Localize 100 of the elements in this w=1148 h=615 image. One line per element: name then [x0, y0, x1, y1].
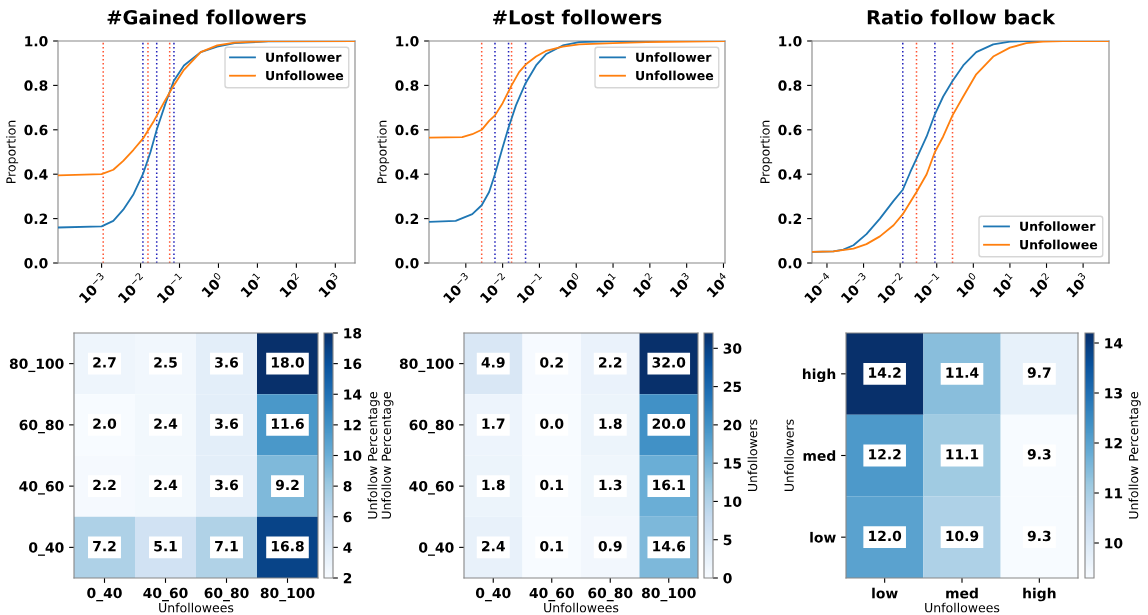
data-label: 7.1 [215, 541, 238, 552]
y-tick-label: 60_80 [19, 419, 64, 434]
y-axis-title: Proportion [6, 120, 19, 184]
x-tick-label: 60_80 [588, 587, 633, 602]
x-tick-label: high [1023, 587, 1056, 602]
data-label: 11.4 [946, 367, 979, 378]
y-tick-label: 0.2 [778, 213, 802, 225]
data-label: 9.7 [1027, 367, 1051, 378]
color-bar-label: 16 [344, 358, 362, 370]
color-bar-label: 25 [723, 381, 742, 393]
y-tick-label: 0_40 [419, 542, 454, 556]
data-label: 2.5 [154, 357, 177, 368]
y-tick-label: 80_100 [9, 358, 64, 373]
data-label: 0.9 [598, 540, 622, 552]
data-label: 0.1 [540, 540, 564, 552]
color-bar-label: 10 [724, 496, 742, 507]
legend-label: Unfollower [636, 52, 712, 62]
y-tick-label: 0.0 [395, 257, 419, 269]
y-tick-label: 1.0 [779, 35, 802, 47]
x-tick-label: 10$^{−2}$ [875, 272, 907, 304]
y-tick-label: 0_40 [29, 542, 64, 556]
data-label: 4.9 [481, 357, 505, 368]
x-tick-label: 10$^{−3}$ [76, 272, 109, 304]
data-label: 1.8 [599, 418, 622, 429]
x-tick-label: 10$^{−2}$ [115, 272, 148, 304]
y-tick-label: 0.8 [395, 80, 419, 91]
data-label: 5.1 [154, 541, 177, 552]
data-label: 12.0 [869, 530, 902, 542]
data-label: 7.2 [93, 540, 116, 552]
data-label: 2.2 [93, 479, 116, 490]
x-axis-title: Unfollowees [925, 602, 1000, 613]
color-bar-label: 5 [723, 534, 732, 546]
data-label: 0.1 [540, 479, 564, 491]
x-tick-label: 10$^{−1}$ [514, 272, 546, 304]
y-tick-label: 0.6 [778, 124, 802, 136]
legend-label: Unfollowee [636, 70, 714, 81]
legend-label: Unfollowee [1020, 239, 1098, 250]
color-bar-label: 14 [344, 389, 362, 400]
x-tick-label: 60_80 [204, 587, 249, 602]
x-tick-label: 10$^{2}$ [631, 272, 657, 298]
color-bar-title: Unfollow Percentage [1128, 392, 1141, 519]
color-bar-label: 4 [343, 542, 352, 553]
color-bar-label: 18 [344, 327, 362, 339]
data-label: 2.7 [93, 357, 116, 368]
data-label: 20.0 [652, 418, 686, 429]
x-tick-label: 10$^{1}$ [991, 272, 1017, 298]
x-tick-label: 10$^{3}$ [667, 272, 694, 298]
color-bar-label: 20 [723, 419, 742, 431]
data-label: 11.6 [271, 418, 304, 429]
x-tick-label: 10$^{−1}$ [154, 272, 187, 304]
y-tick-label: 0.0 [778, 257, 802, 269]
data-label: 18.0 [271, 357, 304, 368]
x-tick-label: 80_100 [641, 587, 696, 602]
x-tick-label: 10$^{2}$ [1027, 272, 1054, 298]
x-tick-label: 10$^{−3}$ [838, 272, 871, 304]
color-bar-label: 15 [724, 458, 742, 469]
data-label: 16.1 [653, 479, 685, 491]
y-axis-title: Proportion [377, 120, 390, 184]
y-tick-label: 0.8 [778, 80, 802, 91]
chart-title: Ratio follow back [867, 9, 1056, 25]
data-label: 16.8 [271, 540, 304, 552]
data-label: 3.6 [215, 418, 239, 429]
x-tick-label: 10$^{2}$ [277, 272, 303, 298]
color-bar-label: 2 [343, 572, 352, 584]
data-label: 12.2 [869, 449, 901, 460]
data-label: 32.0 [652, 357, 686, 368]
x-tick-label: 10$^{4}$ [704, 272, 731, 298]
legend-label: Unfollower [1020, 221, 1096, 231]
color-bar-label: 14 [1105, 338, 1123, 349]
chart-title: #Lost followers [493, 9, 662, 25]
y-axis-title: Unfollowers [784, 419, 794, 492]
y-tick-label: 40_60 [19, 480, 64, 495]
data-label: 2.4 [482, 540, 505, 552]
data-label: 9.3 [1027, 530, 1051, 542]
x-tick-label: 10$^{−4}$ [802, 272, 834, 304]
color-bar-label: 30 [723, 343, 742, 354]
data-label: 0.2 [540, 357, 563, 368]
y-axis-title: Unfollow Percentage [381, 392, 394, 519]
data-label: 10.9 [946, 530, 979, 542]
x-tick-label: 40_60 [143, 587, 188, 602]
y-tick-label: 0.0 [24, 257, 48, 269]
y-tick-label: 0.2 [24, 213, 48, 225]
color-bar-label: 12 [1105, 437, 1122, 449]
y-tick-label: 0.4 [778, 169, 802, 180]
x-tick-label: 10$^{1}$ [594, 272, 620, 298]
x-tick-label: 0_40 [87, 587, 122, 602]
x-tick-label: 10$^{3}$ [1064, 272, 1090, 298]
x-tick-label: 10$^{0}$ [557, 272, 583, 298]
y-tick-label: low [810, 531, 836, 543]
x-tick-label: 0_40 [475, 587, 511, 602]
y-tick-label: 0.2 [395, 213, 419, 225]
data-label: 1.8 [482, 479, 505, 491]
x-tick-label: med [946, 587, 978, 599]
x-tick-label: 10$^{−3}$ [441, 272, 473, 304]
legend-label: Unfollower [266, 52, 342, 62]
x-tick-label: 40_60 [529, 587, 574, 602]
color-bar-title: Unfollow Percentage [367, 392, 380, 519]
x-tick-label: 10$^{3}$ [316, 272, 342, 298]
y-tick-label: 40_60 [409, 480, 454, 495]
legend-label: Unfollowee [266, 70, 344, 81]
